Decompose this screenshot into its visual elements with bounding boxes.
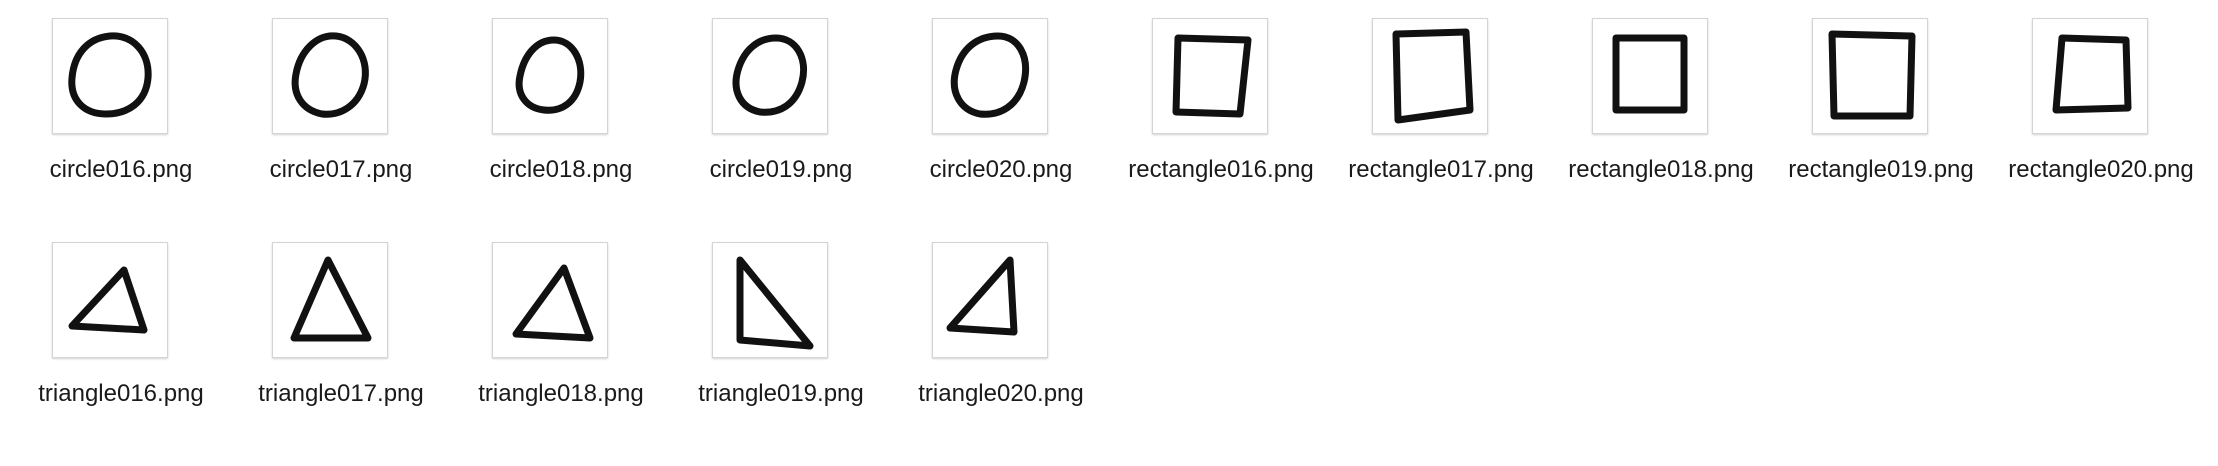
file-item-rectangle017[interactable]: rectangle017.png	[1331, 18, 1551, 242]
triangle-icon	[946, 256, 1018, 336]
file-thumbnail[interactable]	[1372, 18, 1488, 134]
file-item-circle017[interactable]: circle017.png	[231, 18, 451, 242]
file-thumbnail[interactable]	[1152, 18, 1268, 134]
rectangle-icon	[2052, 34, 2132, 114]
file-item-circle020[interactable]: circle020.png	[891, 18, 1111, 242]
file-thumbnail[interactable]	[712, 242, 828, 358]
triangle-icon	[512, 264, 594, 342]
triangle-icon	[290, 256, 372, 342]
file-thumbnail[interactable]	[52, 18, 168, 134]
circle-icon	[515, 36, 585, 114]
circle-icon	[732, 34, 807, 116]
file-name-label: triangle020.png	[918, 380, 1084, 407]
circle-icon	[950, 32, 1029, 118]
file-item-triangle019[interactable]: triangle019.png	[671, 242, 891, 466]
file-item-triangle016[interactable]: triangle016.png	[11, 242, 231, 466]
file-thumbnail[interactable]	[52, 242, 168, 358]
file-item-rectangle018[interactable]: rectangle018.png	[1551, 18, 1771, 242]
file-item-rectangle019[interactable]: rectangle019.png	[1771, 18, 1991, 242]
file-thumbnail[interactable]	[2032, 18, 2148, 134]
file-name-label: circle018.png	[489, 156, 633, 183]
rectangle-icon	[1828, 30, 1916, 120]
file-name-label: circle017.png	[269, 156, 413, 183]
file-name-label: circle019.png	[709, 156, 853, 183]
file-icon-grid: circle016.png circle017.png circle018.pn…	[11, 18, 2211, 466]
file-item-rectangle020[interactable]: rectangle020.png	[1991, 18, 2211, 242]
file-thumbnail[interactable]	[492, 242, 608, 358]
circle-icon	[68, 32, 152, 118]
file-thumbnail[interactable]	[1812, 18, 1928, 134]
file-item-circle018[interactable]: circle018.png	[451, 18, 671, 242]
rectangle-icon	[1612, 34, 1688, 114]
file-name-label: triangle016.png	[38, 380, 204, 407]
file-name-label: rectangle019.png	[1788, 156, 1974, 183]
file-name-label: rectangle017.png	[1348, 156, 1534, 183]
file-thumbnail[interactable]	[492, 18, 608, 134]
file-name-label: circle016.png	[49, 156, 193, 183]
rectangle-icon	[1172, 34, 1252, 118]
file-thumbnail[interactable]	[712, 18, 828, 134]
file-thumbnail[interactable]	[1592, 18, 1708, 134]
file-item-rectangle016[interactable]: rectangle016.png	[1111, 18, 1331, 242]
file-thumbnail[interactable]	[272, 18, 388, 134]
circle-icon	[291, 32, 369, 118]
file-thumbnail[interactable]	[932, 18, 1048, 134]
file-thumbnail[interactable]	[272, 242, 388, 358]
file-name-label: rectangle018.png	[1568, 156, 1754, 183]
file-item-triangle018[interactable]: triangle018.png	[451, 242, 671, 466]
file-name-label: triangle018.png	[478, 380, 644, 407]
file-thumbnail[interactable]	[932, 242, 1048, 358]
file-name-label: circle020.png	[929, 156, 1073, 183]
rectangle-icon	[1392, 28, 1474, 124]
file-item-triangle017[interactable]: triangle017.png	[231, 242, 451, 466]
file-name-label: triangle019.png	[698, 380, 864, 407]
triangle-icon	[736, 256, 814, 350]
file-name-label: rectangle020.png	[2008, 156, 2194, 183]
file-item-circle016[interactable]: circle016.png	[11, 18, 231, 242]
file-item-circle019[interactable]: circle019.png	[671, 18, 891, 242]
file-name-label: triangle017.png	[258, 380, 424, 407]
file-name-label: rectangle016.png	[1128, 156, 1314, 183]
file-item-triangle020[interactable]: triangle020.png	[891, 242, 1111, 466]
triangle-icon	[68, 266, 148, 334]
